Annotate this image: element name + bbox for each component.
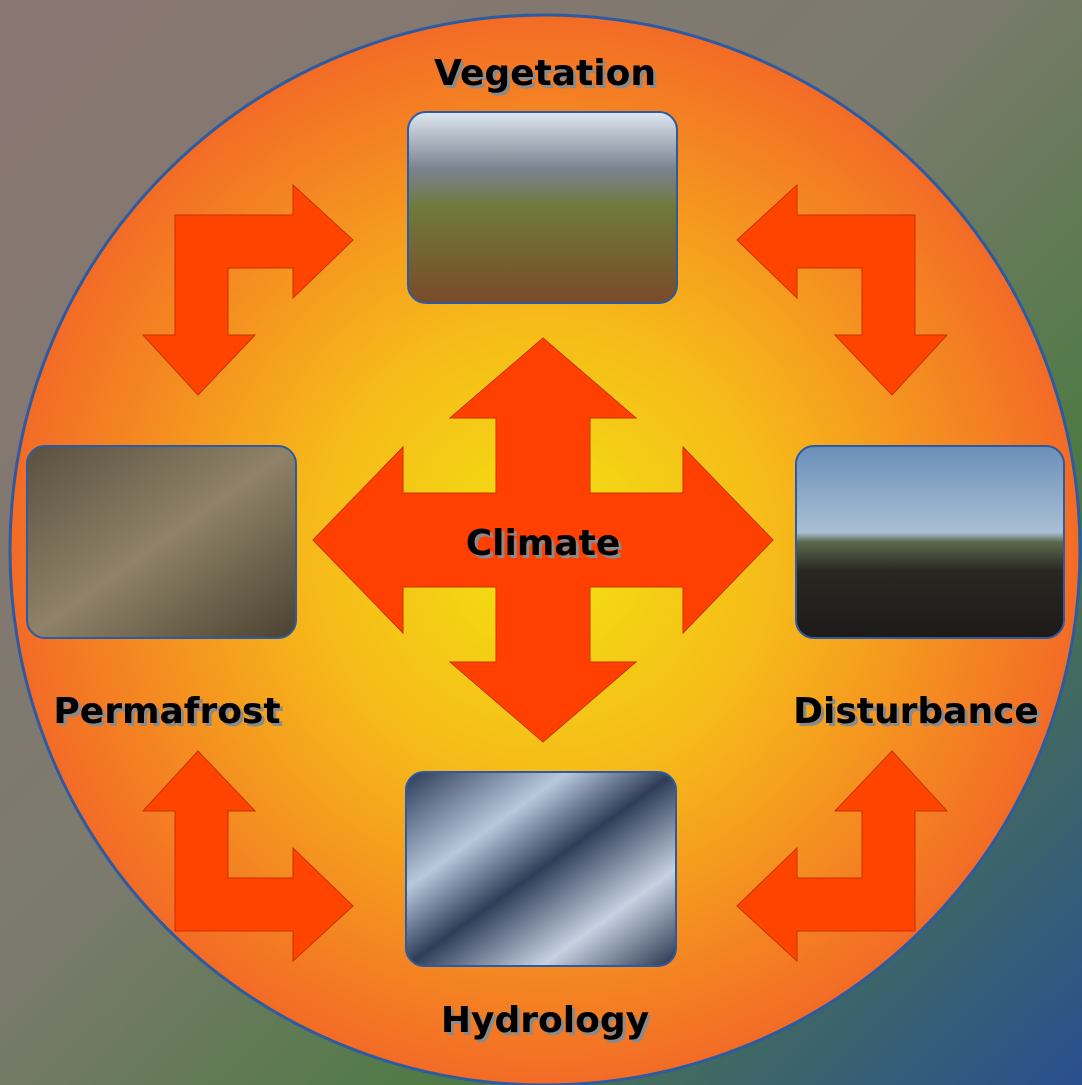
diagram: Vegetation Vegetation Permafrost Permafr… (0, 0, 1082, 1085)
node-label: Vegetation (434, 53, 656, 94)
page: {"center": {"label": "Climate"}, "nodes"… (0, 0, 1082, 1085)
node-label: Hydrology (441, 1000, 649, 1041)
node-label: Disturbance (793, 691, 1039, 732)
hydrology-photo (406, 772, 676, 966)
node-label: Permafrost (53, 691, 280, 732)
vegetation-photo (408, 112, 677, 303)
center-label: Climate (466, 523, 621, 564)
disturbance-photo (796, 446, 1064, 638)
permafrost-photo (27, 446, 296, 638)
